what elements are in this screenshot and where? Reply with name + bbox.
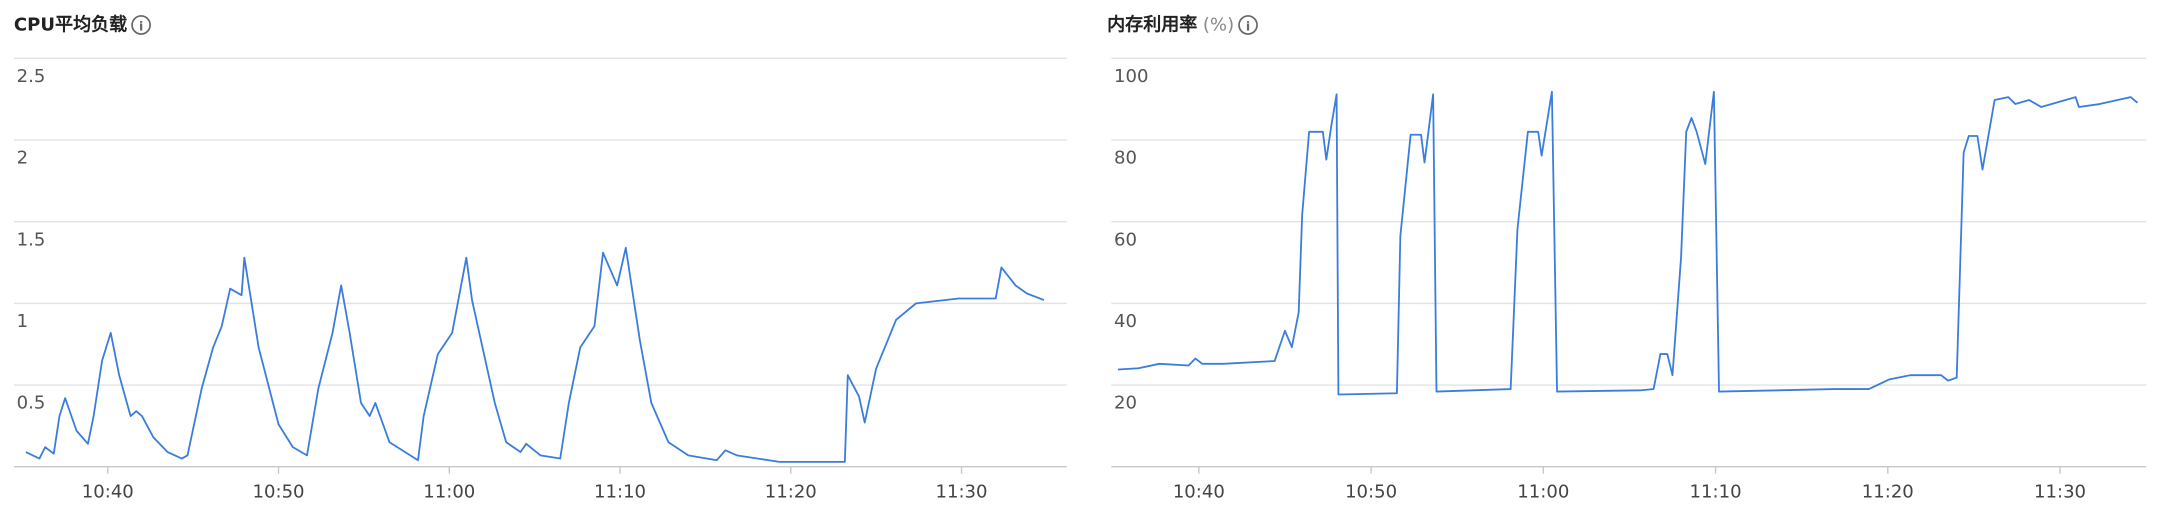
info-icon-glyph: i — [1246, 19, 1250, 34]
y-tick-label: 0.5 — [17, 393, 46, 414]
x-tick-label: 10:50 — [1345, 481, 1397, 502]
series-line — [1117, 90, 2139, 396]
y-tick-label: 1.5 — [17, 229, 46, 250]
x-tick-label: 11:30 — [936, 481, 988, 502]
info-icon — [131, 15, 151, 35]
x-tick-label: 11:30 — [2034, 481, 2086, 502]
y-tick-label: 60 — [1114, 229, 1137, 250]
series-line — [25, 246, 1045, 463]
y-tick-label: 1 — [17, 311, 28, 332]
y-tick-label: 2.5 — [17, 66, 46, 87]
y-tick-label: 2 — [17, 148, 28, 169]
x-tick-label: 11:10 — [594, 481, 646, 502]
x-tick-label: 11:00 — [1517, 481, 1569, 502]
x-tick-label: 10:50 — [253, 481, 305, 502]
chart-unit: (%) — [1203, 15, 1234, 36]
y-tick-label: 20 — [1114, 393, 1137, 414]
x-tick-label: 11:20 — [1862, 481, 1914, 502]
x-tick-label: 10:40 — [82, 481, 134, 502]
y-tick-label: 80 — [1114, 148, 1137, 169]
x-tick-label: 11:10 — [1690, 481, 1742, 502]
y-tick-label: 40 — [1114, 311, 1137, 332]
info-icon-glyph: i — [139, 19, 143, 34]
chart-title: 内存利用率 — [1107, 14, 1197, 36]
chart-title: CPU平均负载 — [14, 14, 127, 36]
x-tick-label: 11:20 — [765, 481, 817, 502]
x-tick-label: 10:40 — [1173, 481, 1225, 502]
info-icon — [1238, 15, 1258, 35]
y-tick-label: 100 — [1114, 66, 1148, 87]
x-tick-label: 11:00 — [423, 481, 475, 502]
